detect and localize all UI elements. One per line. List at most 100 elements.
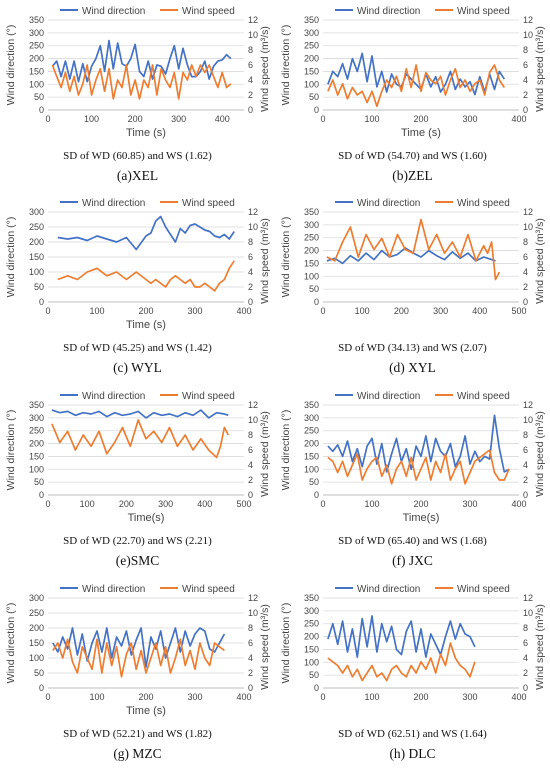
ytick-left-label: 150: [29, 451, 44, 461]
xtick-label: 300: [171, 114, 186, 124]
sd-summary: SD of WD (22.70) and WS (2.21): [63, 535, 212, 547]
ytick-right-label: 10: [523, 30, 533, 40]
x-axis-title: Time (s): [126, 705, 166, 717]
chart-svg: 0 50 100 150 200 250 300 350 0 2 4 6 8 10 12 0 100 200 300…: [280, 6, 546, 139]
x-axis-title: Time (s): [401, 127, 441, 139]
ytick-right-label: 4: [248, 460, 253, 470]
ytick-left-label: 250: [29, 222, 44, 232]
chart-svg: 0 50 100 150 200 250 300 350 0 2 4 6 8 10 12 0 100 200 300…: [280, 198, 546, 316]
ytick-right-label: 6: [523, 638, 528, 648]
y-axis-left-title: Wind direction (°): [280, 603, 292, 684]
ytick-left-label: 350: [304, 400, 319, 410]
legend-label-wd: Wind direction: [357, 198, 420, 209]
chart-panel: 0 50 100 150 200 250 300 0 2 4 6 8 10 12 0 100 200 300 400…: [0, 192, 275, 384]
ytick-left-label: 150: [304, 451, 319, 461]
ytick-left-label: 300: [29, 413, 44, 423]
ytick-left-label: 100: [29, 267, 44, 277]
ytick-right-label: 6: [523, 445, 528, 455]
ytick-right-label: 0: [248, 297, 253, 307]
ytick-right-label: 8: [523, 430, 528, 440]
x-axis-title: Time (s): [126, 319, 166, 331]
panel-caption: (g) MZC: [113, 746, 162, 761]
ytick-left-label: 300: [304, 413, 319, 423]
chart-panel: 0 50 100 150 200 250 300 350 0 2 4 6 8 10 12 0 100 200 300…: [275, 192, 550, 384]
sd-summary: SD of WD (34.13) and WS (2.07): [338, 342, 487, 354]
xtick-label: 400: [236, 306, 251, 316]
ytick-left-label: 300: [304, 28, 319, 38]
legend-label-wd: Wind direction: [82, 584, 145, 595]
xtick-label: 200: [138, 306, 153, 316]
ytick-left-label: 250: [304, 426, 319, 436]
ytick-right-label: 8: [523, 237, 528, 247]
ytick-right-label: 12: [248, 207, 258, 217]
y-axis-left-title: Wind direction (°): [280, 25, 292, 106]
ytick-right-label: 8: [248, 45, 253, 55]
chart-svg: 0 50 100 150 200 250 300 350 0 2 4 6 8 10 12 0 100 200 300…: [5, 6, 271, 139]
chart-svg: 0 50 100 150 200 250 300 350 0 2 4 6 8 10 12 0 100 200 300…: [5, 391, 271, 524]
xtick-label: 0: [320, 114, 325, 124]
ytick-left-label: 350: [304, 593, 319, 603]
xtick-label: 500: [511, 306, 526, 316]
ytick-right-label: 0: [248, 490, 253, 500]
sd-summary: SD of WD (52.21) and WS (1.82): [63, 728, 212, 740]
sd-summary: SD of WD (45.25) and WS (1.42): [63, 342, 212, 354]
series-line-wind-direction: [327, 414, 510, 473]
chart-panel: 0 50 100 150 200 250 300 350 0 2 4 6 8 10 12 0 100 200 300…: [275, 385, 550, 577]
panel-caption: (c) WYL: [113, 360, 162, 375]
ytick-left-label: 0: [314, 683, 319, 693]
ytick-left-label: 200: [29, 623, 44, 633]
ytick-left-label: 100: [304, 271, 319, 281]
ytick-right-label: 10: [523, 608, 533, 618]
ytick-left-label: 0: [314, 490, 319, 500]
ytick-right-label: 0: [248, 105, 253, 115]
ytick-left-label: 150: [29, 252, 44, 262]
chart-svg: 0 50 100 150 200 250 300 0 2 4 6 8 10 12 0 100 200 300 400…: [5, 198, 271, 331]
ytick-right-label: 2: [248, 475, 253, 485]
ytick-right-label: 8: [248, 237, 253, 247]
legend-label-wd: Wind direction: [82, 198, 145, 209]
ytick-left-label: 150: [304, 66, 319, 76]
ytick-left-label: 100: [29, 464, 44, 474]
x-axis-title: Time(s): [128, 512, 165, 524]
legend-label-wd: Wind direction: [357, 391, 420, 402]
y-axis-right-title: Wind speed (m³/s): [259, 604, 271, 690]
series-line-wind-speed: [327, 449, 510, 485]
panel-caption: (f) JXC: [392, 553, 433, 568]
ytick-right-label: 2: [523, 475, 528, 485]
y-axis-right-title: Wind speed (m³/s): [534, 218, 546, 304]
ytick-right-label: 10: [248, 222, 258, 232]
ytick-left-label: 50: [34, 668, 44, 678]
sd-summary: SD of WD (62.51) and WS (1.64): [338, 728, 487, 740]
xtick-label: 100: [364, 692, 379, 702]
xtick-label: 0: [45, 499, 50, 509]
ytick-right-label: 2: [523, 668, 528, 678]
ytick-left-label: 0: [314, 297, 319, 307]
ytick-left-label: 100: [304, 79, 319, 89]
ytick-right-label: 4: [523, 460, 528, 470]
ytick-right-label: 12: [248, 15, 258, 25]
xtick-label: 200: [128, 114, 143, 124]
ytick-left-label: 50: [309, 670, 319, 680]
ytick-right-label: 12: [523, 207, 533, 217]
x-axis-title: Time(s): [403, 512, 440, 524]
xtick-label: 100: [364, 114, 379, 124]
panel-caption: (d) XYL: [389, 360, 436, 375]
series-line-wind-speed: [51, 419, 230, 459]
series-line-wind-direction: [57, 215, 235, 251]
xtick-label: 200: [413, 114, 428, 124]
xtick-label: 200: [119, 499, 134, 509]
xtick-label: 100: [84, 114, 99, 124]
ytick-right-label: 0: [523, 683, 528, 693]
ytick-left-label: 200: [304, 632, 319, 642]
ytick-right-label: 2: [523, 90, 528, 100]
ytick-right-label: 6: [248, 445, 253, 455]
ytick-left-label: 350: [304, 207, 319, 217]
ytick-right-label: 10: [248, 30, 258, 40]
ytick-right-label: 12: [523, 400, 533, 410]
series-line-wind-speed: [51, 64, 232, 100]
ytick-right-label: 10: [523, 415, 533, 425]
series-line-wind-speed: [326, 218, 501, 281]
y-axis-right-title: Wind speed (m³/s): [534, 604, 546, 690]
sd-summary: SD of WD (54.70) and WS (1.60): [338, 150, 487, 162]
ytick-right-label: 10: [248, 608, 258, 618]
